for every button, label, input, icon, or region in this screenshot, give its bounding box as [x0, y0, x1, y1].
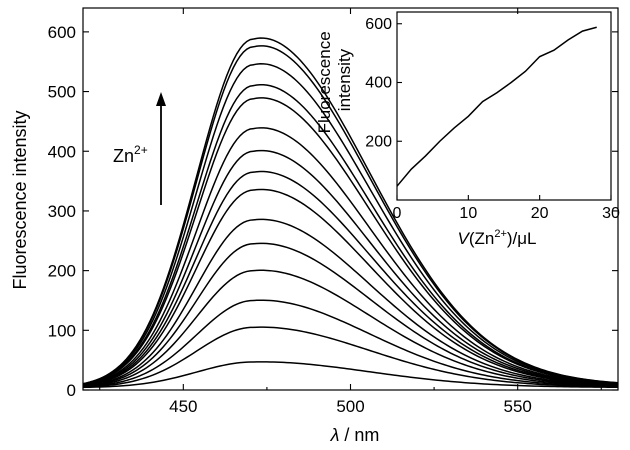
inset-y-axis-title: Fluorescence intensity	[315, 27, 354, 134]
zn-annotation-label: Zn2+	[113, 143, 148, 166]
inset-x-axis-open: (Zn	[469, 229, 495, 248]
zn-annotation-sup: 2+	[134, 143, 148, 157]
inset-x-tick-label: 20	[531, 205, 549, 222]
inset-axis-ticks: 0 10 20 30 200 400 600	[365, 16, 620, 222]
inset-x-tick-label: 0	[393, 205, 402, 222]
inset-x-tick-label: 10	[459, 205, 477, 222]
spectrum-curve-12	[82, 83, 619, 385]
spectrum-curve-1	[82, 361, 619, 389]
inset-y-tick-label: 400	[365, 75, 392, 92]
spectrum-curve-10	[82, 127, 619, 386]
spectrum-curve-13	[82, 63, 619, 385]
main-x-axis-unit: / nm	[339, 425, 379, 445]
spectrum-curve-4	[82, 269, 619, 388]
main-x-axis-title: λ / nm	[330, 425, 380, 445]
zn-annotation-base: Zn	[113, 146, 134, 166]
main-x-tick-label: 550	[504, 397, 532, 416]
spectrum-curve-15	[82, 37, 619, 385]
main-y-tick-label: 200	[48, 262, 76, 281]
inset-intensity-line	[396, 26, 597, 187]
spectrum-curve-3	[82, 299, 619, 388]
main-y-tick-label: 400	[48, 142, 76, 161]
inset-x-axis-title: V(Zn2+)/μL	[457, 228, 536, 248]
spectrum-curve-7	[82, 188, 619, 387]
spectrum-curve-9	[82, 149, 619, 386]
inset-y-tick-label: 600	[365, 16, 392, 33]
main-y-tick-label: 600	[48, 23, 76, 42]
inset-x-axis-close: )/μL	[507, 229, 537, 248]
inset-plot-frame	[396, 11, 612, 201]
main-spectra-curves	[82, 37, 619, 389]
inset-x-axis-v: V	[457, 229, 470, 248]
main-x-tick-label: 500	[336, 397, 364, 416]
inset-y-tick-label: 200	[365, 133, 392, 150]
main-x-axis-symbol: λ	[330, 425, 340, 445]
main-y-tick-label: 500	[48, 83, 76, 102]
spectrum-curve-6	[82, 218, 619, 387]
main-y-tick-label: 0	[67, 381, 76, 400]
main-y-tick-label: 300	[48, 202, 76, 221]
increase-arrow-head	[156, 92, 166, 106]
spectrum-curve-8	[82, 170, 619, 386]
main-y-tick-label: 100	[48, 321, 76, 340]
inset-x-axis-sup: 2+	[494, 228, 507, 240]
main-x-tick-label: 450	[169, 397, 197, 416]
inset-y-axis-title-line1: Fluorescence	[315, 31, 334, 133]
spectrum-curve-2	[82, 326, 619, 388]
spectrum-curve-11	[82, 97, 619, 386]
main-y-axis-title: Fluorescence intensity	[10, 110, 30, 289]
spectrum-curve-5	[82, 242, 619, 387]
inset-y-axis-title-line2: intensity	[335, 48, 354, 111]
inset-x-tick-label: 30	[602, 205, 620, 222]
